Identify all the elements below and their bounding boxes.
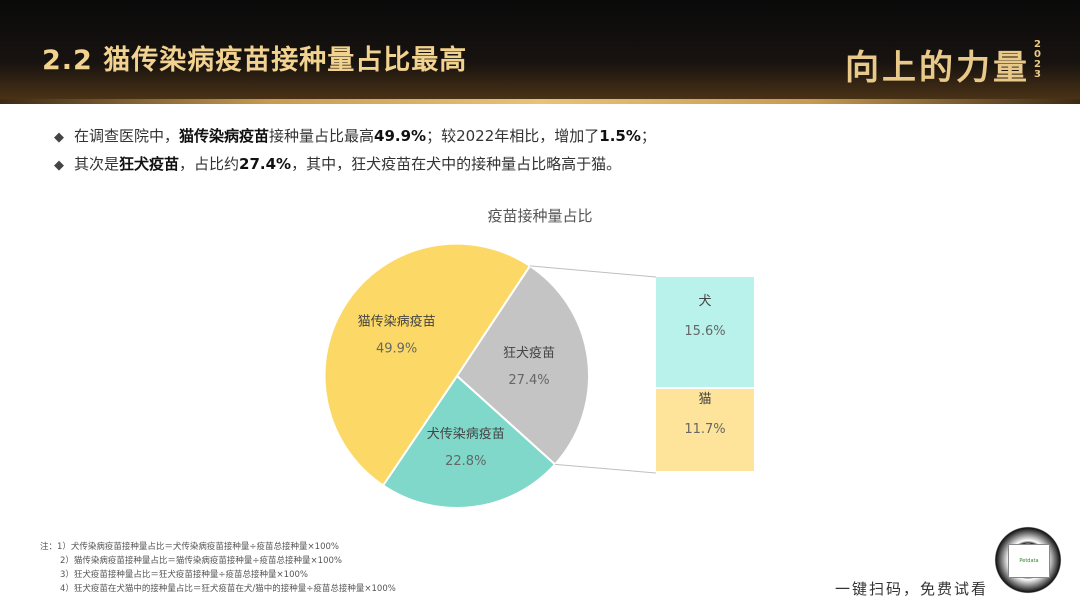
bullet-bold: 1.5% (599, 127, 641, 145)
header-gold-band (0, 99, 1080, 104)
slice-label: 猫传染病疫苗 (358, 314, 436, 330)
breakdown-value: 15.6% (684, 324, 725, 339)
footnote-line: 2）猫传染病疫苗接种量占比＝猫传染病疫苗接种量÷疫苗总接种量×100% (60, 556, 342, 566)
bullet-bold: 27.4% (239, 155, 292, 173)
bullet-text: ；较2022年相比，增加了 (426, 127, 600, 145)
bullet-text: 在调查医院中， (74, 127, 180, 145)
header-glow (0, 64, 1080, 104)
pie-slice (455, 264, 590, 466)
chart-title: 疫苗接种量占比 (487, 207, 592, 225)
brand-logo: 向上的力量 (845, 48, 1030, 88)
breakdown-label: 犬 (698, 294, 711, 309)
bullet-text: ，占比约 (179, 155, 240, 173)
slice-value: 49.9% (376, 342, 417, 357)
pie-slice (323, 242, 532, 487)
slice-label: 犬传染病疫苗 (427, 426, 505, 442)
breakdown-segment (656, 389, 754, 471)
diamond-icon: ◆ (54, 158, 64, 173)
bullet-bold: 猫传染病疫苗 (179, 127, 270, 145)
page-title: 2.2 猫传染病疫苗接种量占比最高 (42, 45, 468, 76)
bullet-bold: 狂犬疫苗 (119, 155, 180, 173)
breakdown-label: 猫 (698, 392, 711, 407)
connector-line (554, 463, 657, 474)
header-banner: 2.2 猫传染病疫苗接种量占比最高 向上的力量 2023 (0, 0, 1080, 104)
bullet-bold: 49.9% (374, 127, 427, 145)
footnote-line: 注：1）犬传染病疫苗接种量占比＝犬传染病疫苗接种量÷疫苗总接种量×100% (40, 542, 339, 552)
qr-logo: Petdata (1008, 544, 1050, 578)
bullet-text: ，其中，狂犬疫苗在犬中的接种量占比略高于猫。 (291, 155, 622, 173)
slice-value: 22.8% (445, 454, 486, 469)
bullet-text: ； (640, 127, 656, 145)
breakdown-segment (656, 277, 754, 387)
bullet-text: 其次是 (74, 155, 120, 173)
slice-label: 狂犬疫苗 (503, 345, 555, 361)
brand-year: 2023 (1034, 39, 1041, 80)
connector-line (529, 265, 657, 278)
pie-slice (381, 374, 557, 509)
bullet-text: 接种量占比最高 (269, 127, 375, 145)
footnote-line: 3）狂犬疫苗接种量占比＝狂犬疫苗接种量÷疫苗总接种量×100% (60, 570, 308, 580)
qr-code-icon[interactable]: Petdata (990, 522, 1066, 598)
qr-caption: 一键扫码，免费试看 (835, 580, 989, 598)
diamond-icon: ◆ (54, 130, 64, 145)
breakdown-value: 11.7% (684, 422, 725, 437)
bullet-list: ◆ 在调查医院中，猫传染病疫苗接种量占比最高49.9%；较2022年相比，增加了1… (54, 122, 656, 178)
bullet-item: ◆ 在调查医院中，猫传染病疫苗接种量占比最高49.9%；较2022年相比，增加了1… (54, 122, 656, 150)
slice-value: 27.4% (508, 373, 549, 388)
footnotes: 注：1）犬传染病疫苗接种量占比＝犬传染病疫苗接种量÷疫苗总接种量×100% 2）… (40, 540, 396, 596)
bullet-item: ◆ 其次是狂犬疫苗，占比约27.4%，其中，狂犬疫苗在犬中的接种量占比略高于猫。 (54, 150, 656, 178)
footnote-line: 4）狂犬疫苗在犬猫中的接种量占比＝狂犬疫苗在犬/猫中的接种量÷疫苗总接种量×10… (60, 584, 396, 594)
